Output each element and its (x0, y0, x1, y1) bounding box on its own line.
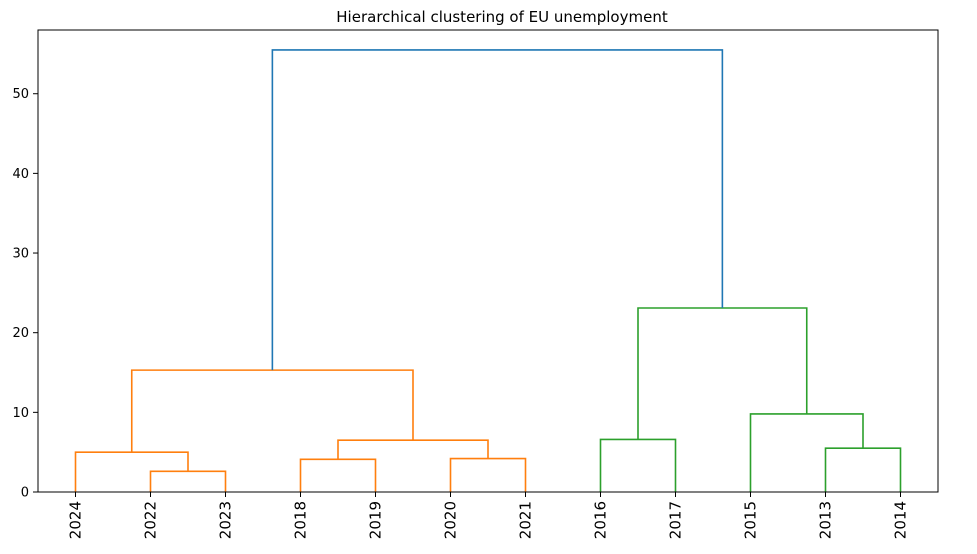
y-tick-label: 50 (12, 87, 29, 102)
chart-title: Hierarchical clustering of EU unemployme… (336, 8, 668, 26)
dendrogram-link (299, 458, 377, 492)
leaf-label: 2022 (142, 501, 160, 539)
leaf-label: 2014 (892, 501, 910, 539)
y-tick-label: 10 (12, 406, 29, 421)
dendrogram-links (74, 49, 902, 492)
leaf-label: 2016 (592, 501, 610, 539)
dendrogram-link (130, 369, 414, 453)
leaf-label: 2013 (817, 501, 835, 539)
dendrogram-link (637, 307, 808, 440)
dendrogram-link (271, 49, 724, 371)
leaf-label: 2015 (742, 501, 760, 539)
dendrogram-link (337, 439, 489, 460)
leaf-label: 2018 (292, 501, 310, 539)
dendrogram-link (449, 457, 527, 492)
y-tick-label: 30 (12, 247, 29, 262)
leaf-label: 2020 (442, 501, 460, 539)
x-axis: 2024 2022 2023 2018 2019 2020 2021 2016 2017 2015… (67, 492, 910, 539)
plot-frame (37, 29, 939, 493)
leaf-label: 2023 (217, 501, 235, 539)
y-tick-label: 0 (21, 486, 29, 501)
dendrogram-link (749, 413, 864, 492)
leaf-label: 2021 (517, 501, 535, 539)
leaf-label: 2024 (67, 501, 85, 539)
y-tick-label: 20 (12, 326, 29, 341)
dendrogram-link (599, 438, 677, 492)
dendrogram-link (149, 470, 227, 492)
dendrogram-link (824, 447, 902, 492)
y-axis: 0 10 20 30 40 50 (12, 87, 38, 501)
y-tick-label: 40 (12, 167, 29, 182)
leaf-label: 2019 (367, 501, 385, 539)
leaf-label: 2017 (667, 501, 685, 539)
